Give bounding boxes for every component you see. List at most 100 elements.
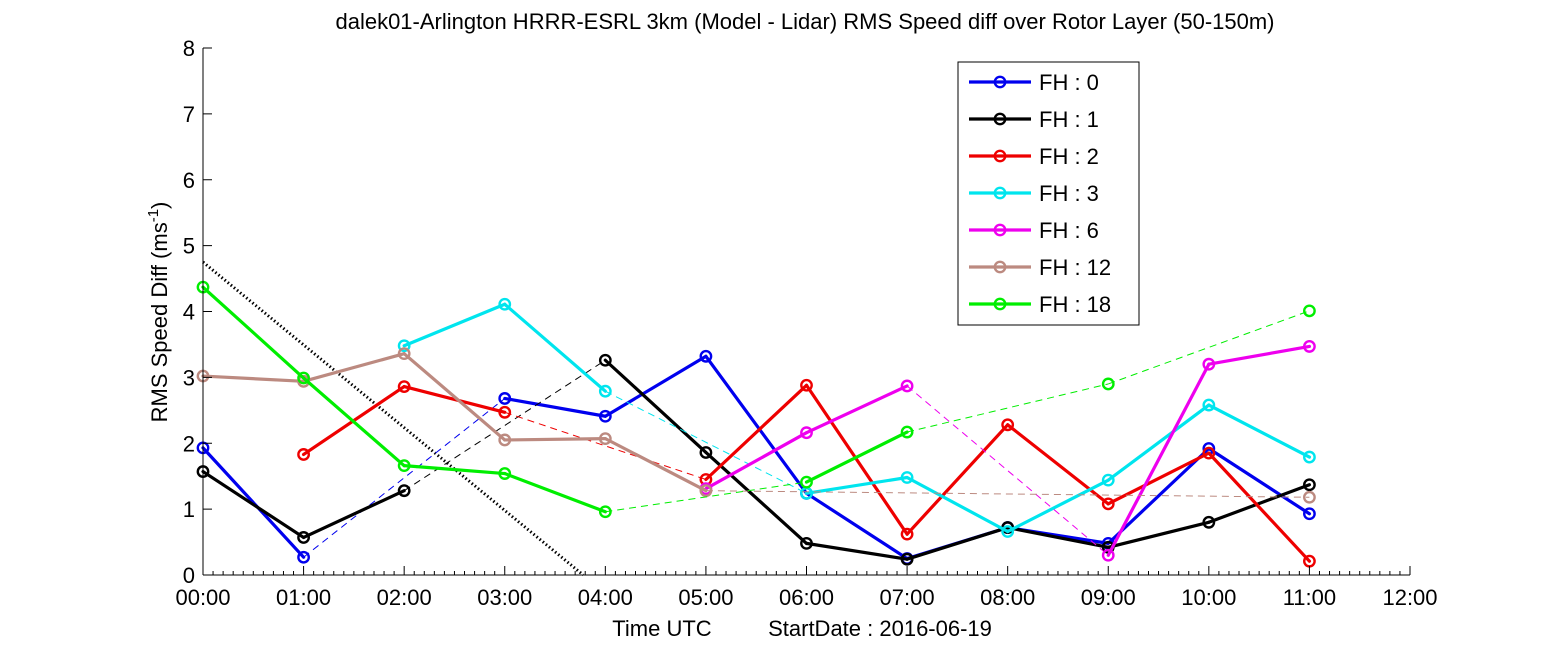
series-line-segment	[1106, 403, 1211, 482]
series-gap-line	[906, 385, 1109, 556]
data-point	[900, 379, 914, 393]
data-point	[800, 536, 813, 550]
legend-label: FH : 1	[1039, 107, 1099, 132]
series-line-segment	[804, 541, 909, 561]
series-gap-line	[906, 383, 1109, 433]
x-tick-label: 12:00	[1382, 585, 1437, 610]
legend-swatch-marker	[993, 297, 1007, 311]
y-axis-label-main: RMS Speed Diff (ms	[147, 222, 172, 422]
series-line-segment	[503, 471, 607, 514]
series-line-segment	[804, 491, 909, 561]
series-line-segment	[804, 475, 909, 495]
data-point	[498, 405, 512, 419]
data-point	[498, 467, 512, 480]
series-line-segment	[301, 489, 406, 540]
x-tick-label: 03:00	[477, 585, 532, 610]
data-point	[397, 339, 411, 353]
series-line-segment	[1106, 520, 1211, 549]
x-tick-label: 07:00	[880, 585, 935, 610]
series-line-segment	[402, 352, 507, 442]
series-line-segment	[503, 302, 607, 393]
legend-swatch-marker	[993, 149, 1007, 163]
data-point	[1101, 548, 1115, 562]
series-line-segment	[301, 376, 406, 468]
data-point	[1303, 478, 1316, 492]
series-line-segment	[201, 374, 306, 383]
legend-label: FH : 18	[1039, 292, 1111, 317]
data-point	[598, 505, 612, 519]
series-line-segment	[402, 384, 507, 414]
data-point	[498, 297, 512, 311]
series-line-segment	[804, 384, 909, 435]
legend-label: FH : 0	[1039, 70, 1099, 95]
data-point	[1202, 398, 1216, 412]
series-line-segment	[905, 525, 1010, 561]
data-point	[699, 349, 713, 363]
data-point	[498, 433, 512, 447]
series-line-segment	[704, 450, 809, 545]
data-point	[297, 550, 310, 564]
series-line-segment	[603, 358, 708, 455]
series-line-segment	[301, 352, 406, 383]
y-tick-label: 3	[183, 365, 195, 390]
data-point	[397, 484, 411, 498]
data-point	[1202, 446, 1216, 460]
legend-label: FH : 12	[1039, 255, 1111, 280]
y-tick-label: 8	[183, 36, 195, 61]
series-3	[397, 297, 1316, 538]
series-line-segment	[1207, 451, 1312, 563]
legend-item: FH : 6	[969, 218, 1099, 243]
data-point	[1101, 377, 1115, 391]
data-point	[900, 552, 914, 566]
series-line-segment	[201, 446, 306, 559]
series-line-segment	[1106, 451, 1211, 506]
data-point	[800, 426, 813, 440]
data-point	[598, 353, 612, 367]
data-point	[397, 459, 411, 473]
y-tick-label: 4	[183, 300, 195, 325]
legend-swatch-marker	[993, 223, 1007, 237]
series-line-segment	[1207, 483, 1312, 524]
legend-item: FH : 0	[969, 70, 1099, 95]
data-point	[397, 347, 411, 361]
data-point	[1001, 418, 1015, 432]
legend-swatch-marker	[993, 75, 1007, 89]
data-point	[900, 471, 914, 484]
data-point	[1303, 507, 1316, 521]
legend-item: FH : 2	[969, 144, 1099, 169]
x-tick-label: 08:00	[980, 585, 1035, 610]
series-4	[699, 340, 1316, 562]
series-line-segment	[1207, 344, 1312, 366]
series-gap-line	[303, 398, 506, 558]
x-tick-label: 09:00	[1081, 585, 1136, 610]
series-line-segment	[402, 464, 507, 476]
series-line-segment	[704, 354, 809, 495]
y-tick-label: 2	[183, 431, 195, 456]
data-point	[297, 448, 310, 461]
legend-items: FH : 0 FH : 1 FH : 2 FH : 3 FH : 6 FH : 12 FH …	[969, 70, 1111, 317]
axes-layer	[202, 47, 1411, 576]
data-point	[598, 409, 612, 423]
data-point	[598, 384, 612, 398]
x-tick-label: 10:00	[1181, 585, 1236, 610]
series-line-segment	[804, 430, 909, 484]
series-line-segment	[503, 396, 607, 418]
x-tick-label: 06:00	[779, 585, 834, 610]
data-point	[498, 392, 512, 405]
series-gap-line	[705, 490, 1310, 498]
series-line-segment	[704, 383, 809, 482]
data-point	[1303, 304, 1316, 318]
data-point	[598, 432, 612, 446]
legend-label: FH : 2	[1039, 144, 1099, 169]
data-point	[397, 380, 411, 393]
x-axis-label: Time UTC	[612, 616, 712, 641]
x-tick-label: 00:00	[175, 585, 230, 610]
data-point	[699, 446, 713, 459]
plot-area	[203, 48, 1410, 575]
legend-item: FH : 1	[969, 107, 1099, 132]
y-tick-label: 7	[183, 102, 195, 127]
y-axis-label-end: )	[147, 202, 172, 209]
legend: FH : 0 FH : 1 FH : 2 FH : 3 FH : 6 FH : 12 FH …	[957, 61, 1140, 326]
data-point	[800, 475, 813, 489]
series-line-segment	[1006, 525, 1110, 549]
